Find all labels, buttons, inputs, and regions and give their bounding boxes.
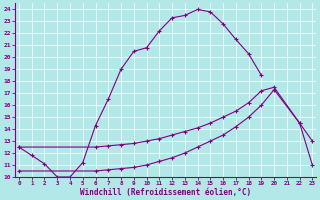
X-axis label: Windchill (Refroidissement éolien,°C): Windchill (Refroidissement éolien,°C): [80, 188, 251, 197]
